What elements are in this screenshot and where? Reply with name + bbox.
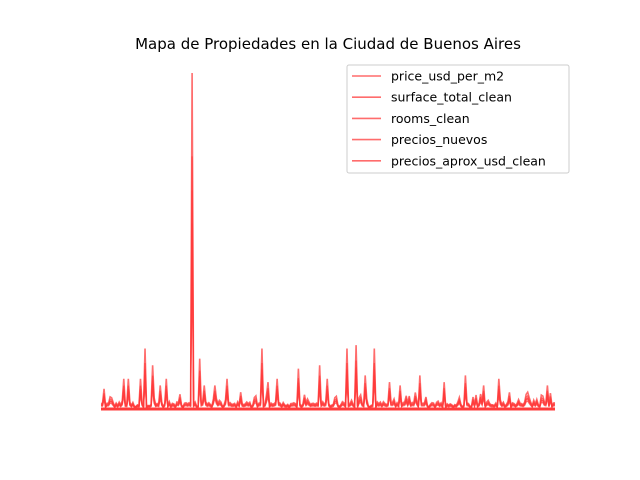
legend-label-rooms_clean: rooms_clean bbox=[391, 111, 470, 126]
legend-label-surface_total_clean: surface_total_clean bbox=[391, 90, 512, 105]
chart-title: Mapa de Propiedades en la Ciudad de Buen… bbox=[135, 35, 521, 53]
legend-label-precios_aprox_usd_clean: precios_aprox_usd_clean bbox=[391, 153, 546, 168]
legend-label-price_usd_per_m2: price_usd_per_m2 bbox=[391, 69, 504, 84]
legend-label-precios_nuevos: precios_nuevos bbox=[391, 132, 487, 147]
legend-box bbox=[346, 64, 570, 174]
plot-area bbox=[100, 72, 556, 411]
legend-items: price_usd_per_m2 surface_total_cleanrooms… bbox=[352, 69, 546, 168]
series-line-precios_aprox_usd_clean bbox=[100, 156, 556, 410]
series-line-precios_nuevos bbox=[100, 190, 556, 410]
legend: price_usd_per_m2 surface_total_cleanrooms… bbox=[346, 64, 570, 174]
